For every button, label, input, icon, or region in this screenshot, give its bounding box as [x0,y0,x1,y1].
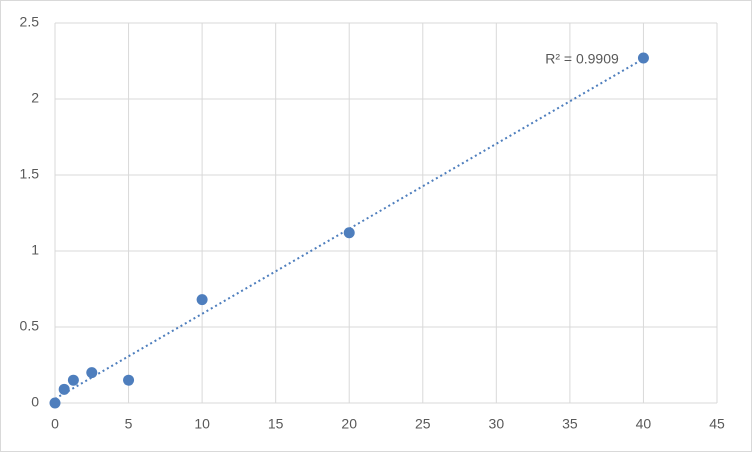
annotation: R² = 0.9909 [545,51,619,67]
point [196,294,208,306]
y-tick-label: 0.5 [20,318,40,334]
y-tick-label: 2.5 [20,14,40,30]
x-tick-label: 10 [194,416,210,432]
x-tick-label: 30 [489,416,505,432]
x-tick-label: 15 [268,416,284,432]
y-tick-label: 2 [31,90,39,106]
trendline [54,57,644,400]
x-tick-label: 20 [341,416,357,432]
point [67,374,79,386]
point [637,52,649,64]
y-tick-label: 0 [31,394,39,410]
point [123,374,135,386]
x-tick-label: 0 [51,416,59,432]
x-tick-label: 45 [709,416,725,432]
point [49,397,61,409]
x-tick-label: 40 [636,416,652,432]
point [86,367,98,379]
x-tick-label: 5 [125,416,133,432]
y-tick-label: 1 [31,242,39,258]
point [58,383,70,395]
y-tick-label: 1.5 [20,166,40,182]
point [343,227,355,239]
x-tick-label: 25 [415,416,431,432]
x-tick-label: 35 [562,416,578,432]
